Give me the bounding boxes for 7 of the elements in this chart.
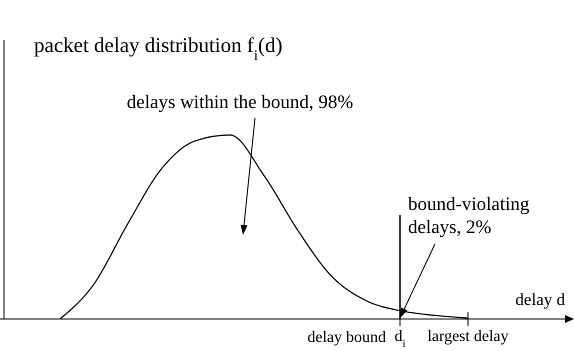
y-axis-title: packet delay distribution f$_{i}$(d) [34, 33, 282, 64]
annotation: bound-violating delays, 2% [408, 194, 530, 238]
text: delays within the bound, 98% [126, 92, 354, 113]
text: delay bound [307, 329, 386, 346]
x-axis-title: delay d [515, 290, 566, 309]
x-tick-label: largest delay [427, 328, 509, 345]
x-tick-label: d$_{i}$ [394, 328, 406, 350]
